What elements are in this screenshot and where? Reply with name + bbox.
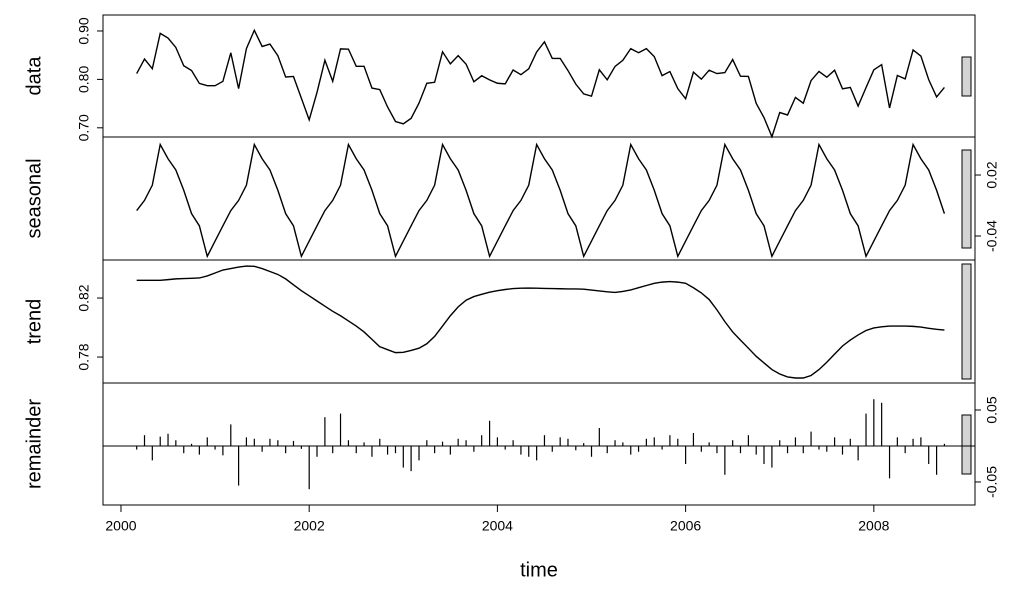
y-tick-label: -0.05 xyxy=(984,466,1000,498)
y-tick-label: 0.80 xyxy=(76,66,92,93)
y-axis-label: seasonal xyxy=(23,158,45,238)
y-axis-label: trend xyxy=(23,299,45,345)
x-tick-label: 2006 xyxy=(670,518,701,534)
y-axis-label: remainder xyxy=(23,399,45,489)
x-tick-label: 2004 xyxy=(482,518,513,534)
panel-frame xyxy=(102,382,976,506)
y-tick-label: 0.82 xyxy=(76,284,92,311)
x-tick-label: 2000 xyxy=(105,518,136,534)
scale-bar xyxy=(961,56,972,97)
y-tick-label: 0.02 xyxy=(984,161,1000,188)
x-tick-label: 2002 xyxy=(294,518,325,534)
scale-bar xyxy=(961,414,972,475)
y-tick-label: -0.04 xyxy=(984,220,1000,252)
y-tick-label: 0.78 xyxy=(76,343,92,370)
y-tick-label: 0.90 xyxy=(76,17,92,44)
line xyxy=(136,28,945,139)
panel-frame xyxy=(102,14,976,138)
line xyxy=(136,142,946,259)
scale-bar xyxy=(961,263,972,380)
x-axis-label: time xyxy=(520,559,558,581)
y-axis-label: data xyxy=(23,56,45,96)
y-tick-label: 0.70 xyxy=(76,114,92,141)
panel-frame xyxy=(102,259,976,384)
line xyxy=(136,265,945,379)
scale-bar xyxy=(961,149,972,249)
x-tick-label: 2008 xyxy=(858,518,889,534)
y-tick-label: 0.05 xyxy=(984,396,1000,423)
panel-frame xyxy=(102,136,976,261)
